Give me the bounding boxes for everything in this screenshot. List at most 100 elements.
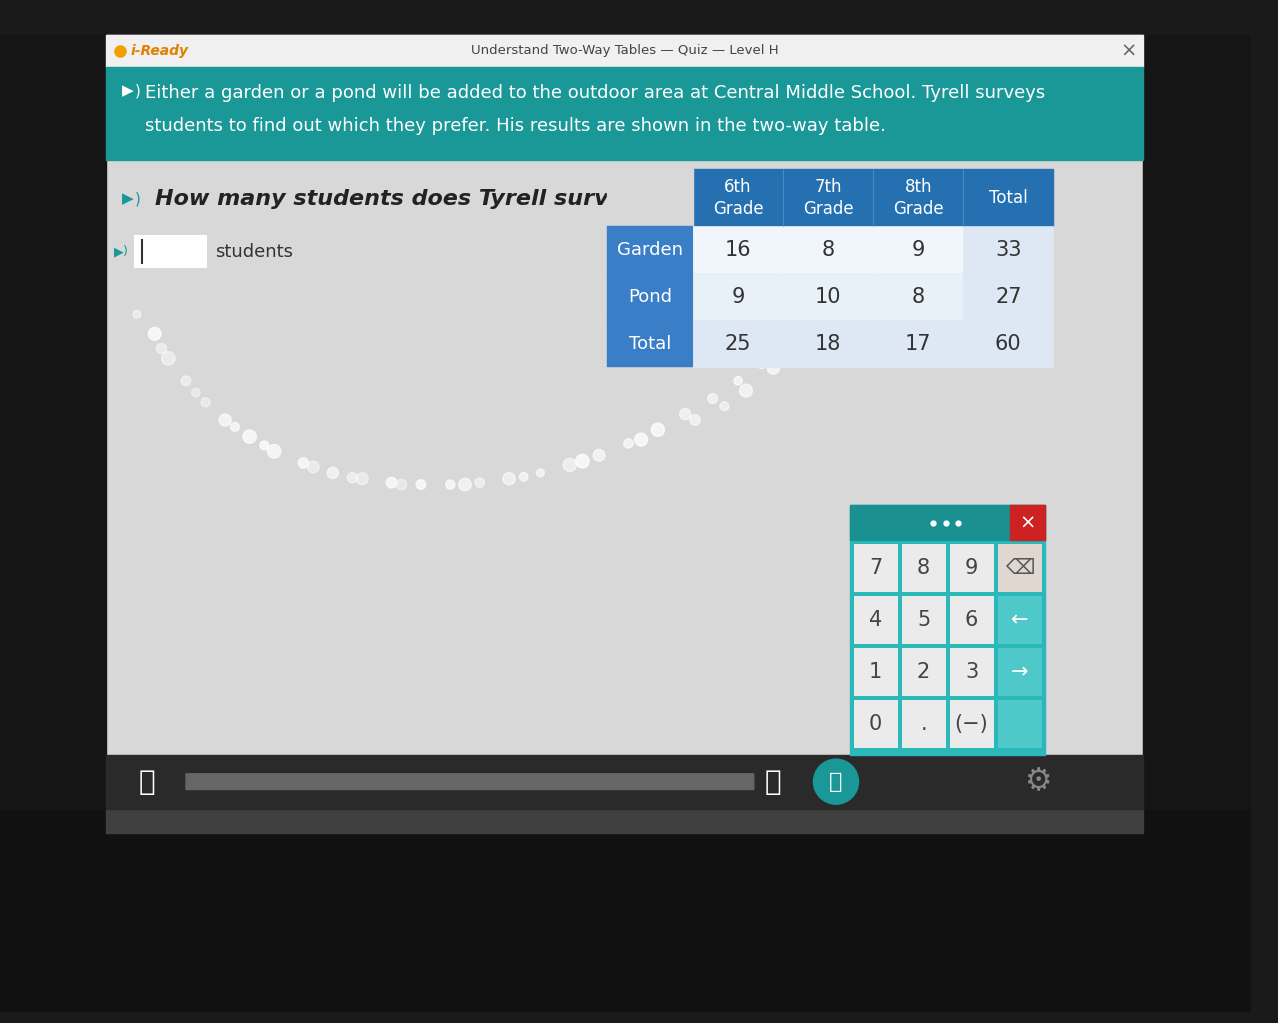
Circle shape — [778, 339, 789, 349]
Text: 33: 33 — [996, 239, 1021, 260]
Bar — [901, 648, 946, 696]
Circle shape — [594, 450, 604, 460]
Text: ▶: ▶ — [123, 84, 134, 98]
Bar — [901, 700, 946, 748]
Bar — [964, 320, 1053, 367]
Bar — [873, 320, 964, 367]
Circle shape — [156, 343, 167, 354]
Bar — [693, 320, 783, 367]
Bar — [0, 35, 106, 808]
Bar — [607, 273, 693, 320]
Bar — [854, 544, 897, 592]
Circle shape — [395, 478, 408, 491]
Text: 0: 0 — [869, 714, 882, 733]
Text: 7th
Grade: 7th Grade — [803, 178, 854, 218]
Bar — [998, 596, 1042, 644]
Bar — [873, 273, 964, 320]
Circle shape — [473, 476, 487, 489]
Text: ▶: ▶ — [114, 246, 123, 258]
Bar — [693, 273, 783, 320]
Bar — [106, 755, 1144, 808]
Circle shape — [624, 439, 633, 448]
Circle shape — [739, 384, 753, 397]
Bar — [693, 226, 783, 273]
Circle shape — [245, 433, 254, 441]
Text: Garden: Garden — [617, 240, 682, 259]
Bar — [1144, 35, 1251, 808]
Bar — [106, 35, 1144, 66]
Bar — [607, 320, 693, 367]
Text: 10: 10 — [815, 286, 841, 307]
Bar — [950, 596, 993, 644]
Text: 8: 8 — [911, 286, 925, 307]
Bar — [607, 170, 693, 226]
Text: Pond: Pond — [627, 287, 672, 306]
Text: Total: Total — [989, 189, 1028, 207]
Text: 1: 1 — [869, 662, 882, 682]
Circle shape — [681, 410, 690, 418]
Circle shape — [148, 327, 161, 340]
Text: ⏮: ⏮ — [138, 767, 155, 796]
Bar — [607, 170, 1053, 367]
Text: ): ) — [135, 191, 141, 207]
Text: Understand Two-Way Tables — Quiz — Level H: Understand Two-Way Tables — Quiz — Level… — [470, 44, 778, 57]
Text: 8: 8 — [822, 239, 835, 260]
Circle shape — [164, 354, 173, 363]
Circle shape — [346, 472, 358, 484]
Bar — [783, 226, 873, 273]
Bar — [964, 226, 1053, 273]
Bar — [873, 226, 964, 273]
Circle shape — [202, 398, 210, 406]
Circle shape — [220, 415, 230, 425]
Text: ⚙: ⚙ — [1024, 767, 1052, 796]
Bar — [135, 236, 206, 267]
Text: i-Ready: i-Ready — [130, 44, 188, 58]
Circle shape — [576, 455, 588, 466]
FancyBboxPatch shape — [187, 773, 754, 790]
Circle shape — [355, 473, 368, 485]
Bar — [850, 505, 1045, 755]
Circle shape — [767, 361, 780, 374]
Text: (−): (−) — [955, 714, 988, 733]
Text: 9: 9 — [965, 559, 978, 578]
Circle shape — [636, 435, 647, 445]
Circle shape — [797, 319, 808, 328]
Text: ⌫: ⌫ — [1005, 559, 1034, 578]
Bar — [783, 320, 873, 367]
Circle shape — [708, 394, 717, 403]
Text: ): ) — [135, 84, 141, 98]
Circle shape — [786, 339, 796, 349]
Text: students to find out which they prefer. His results are shown in the two-way tab: students to find out which they prefer. … — [144, 118, 886, 135]
Bar — [854, 648, 897, 696]
Text: 18: 18 — [815, 333, 841, 354]
Text: 4: 4 — [869, 610, 882, 630]
Circle shape — [307, 460, 320, 474]
Circle shape — [415, 480, 426, 490]
Bar — [854, 700, 897, 748]
Circle shape — [268, 445, 280, 457]
Text: ←: ← — [1011, 610, 1029, 630]
Text: Either a garden or a pond will be added to the outdoor area at Central Middle Sc: Either a garden or a pond will be added … — [144, 84, 1045, 102]
Bar — [854, 596, 897, 644]
Text: 2: 2 — [918, 662, 930, 682]
Text: students: students — [216, 242, 294, 261]
Circle shape — [534, 466, 547, 479]
Text: ⏭: ⏭ — [766, 767, 782, 796]
Text: ⏸: ⏸ — [829, 771, 842, 792]
Text: 6th
Grade: 6th Grade — [713, 178, 763, 218]
Text: Total: Total — [629, 335, 671, 353]
Bar — [998, 700, 1042, 748]
Text: ×: × — [1121, 41, 1137, 60]
Circle shape — [732, 375, 744, 387]
Bar — [950, 544, 993, 592]
Circle shape — [815, 300, 826, 309]
Text: 16: 16 — [725, 239, 751, 260]
Circle shape — [133, 310, 142, 318]
Bar — [783, 273, 873, 320]
Bar — [106, 160, 1144, 808]
Bar — [964, 273, 1053, 320]
Text: 8: 8 — [918, 559, 930, 578]
Bar — [693, 170, 1053, 226]
Bar — [0, 808, 1251, 1012]
Text: ): ) — [124, 246, 128, 258]
